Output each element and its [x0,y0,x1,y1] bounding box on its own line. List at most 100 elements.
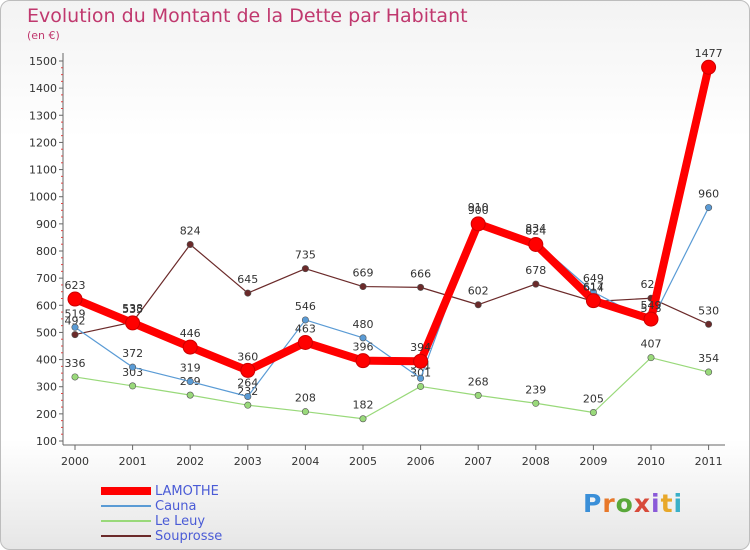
y-tick-label: 1100 [29,164,57,177]
logo-letter: r [602,489,616,518]
data-label-souprosse: 678 [525,264,546,277]
x-tick-label: 2000 [61,455,89,468]
legend-swatch-le-leuy [101,520,151,522]
data-label-cauna: 649 [583,272,604,285]
data-label-cauna: 834 [525,222,546,235]
data-point-le-leuy [474,391,482,399]
legend-item-cauna: Cauna [101,499,261,514]
x-tick-label: 2011 [695,455,723,468]
x-tick-label: 2009 [579,455,607,468]
y-tick-label: 1400 [29,82,57,95]
data-label-cauna: 960 [698,188,719,201]
y-tick-label: 1000 [29,191,57,204]
x-tick-label: 2008 [522,455,550,468]
legend-label-lamothe: LAMOTHE [155,484,219,499]
legend-label-souprosse: Souprosse [155,529,223,544]
data-point-le-leuy [417,382,425,390]
data-point-le-leuy [589,408,597,416]
data-label-souprosse: 530 [698,304,719,317]
data-label-cauna: 546 [295,300,316,313]
data-label-lamothe: 394 [410,341,431,354]
y-tick-label: 1500 [29,55,57,68]
data-label-le-leuy: 336 [65,357,86,370]
data-point-cauna [359,334,367,342]
data-point-cauna [186,378,194,386]
x-tick-label: 2007 [464,455,492,468]
legend-item-souprosse: Souprosse [101,529,261,544]
y-tick-label: 1300 [29,109,57,122]
data-label-le-leuy: 268 [468,375,489,388]
data-point-lamothe [67,291,83,307]
data-label-lamothe: 617 [583,281,604,294]
data-label-souprosse: 602 [468,285,489,298]
data-point-le-leuy [71,373,79,381]
data-label-le-leuy: 182 [353,399,374,412]
data-label-lamothe: 360 [237,350,258,363]
legend-item-le-leuy: Le Leuy [101,514,261,529]
y-tick-label: 800 [36,245,57,258]
legend-swatch-lamothe [101,487,151,495]
data-point-souprosse [186,240,194,248]
data-label-cauna: 264 [237,376,258,389]
series-line-souprosse [74,243,709,336]
data-point-cauna [705,204,713,212]
data-point-lamothe [470,216,486,232]
data-point-lamothe [528,236,544,252]
series-line-cauna [74,207,710,398]
data-point-le-leuy [186,391,194,399]
legend-label-le-leuy: Le Leuy [155,514,206,529]
x-tick-label: 2004 [291,455,319,468]
data-point-cauna [244,392,252,400]
data-label-souprosse: 538 [122,302,143,315]
data-label-le-leuy: 354 [698,352,719,365]
data-label-souprosse: 666 [410,267,431,280]
y-tick-label: 200 [36,408,57,421]
data-label-le-leuy: 407 [641,338,662,351]
y-tick-label: 900 [36,218,57,231]
data-label-le-leuy: 208 [295,392,316,405]
x-tick-label: 2003 [234,455,262,468]
data-point-le-leuy [647,354,655,362]
data-point-lamothe [240,362,256,378]
y-tick-label: 100 [36,435,57,448]
data-label-cauna: 319 [180,362,201,375]
proxiti-logo: Proxiti [583,489,683,518]
data-label-le-leuy: 239 [525,383,546,396]
data-label-lamothe: 1477 [695,47,723,60]
x-tick-label: 2010 [637,455,665,468]
chart-unit-label: (en €) [27,29,60,42]
data-point-lamothe [297,334,313,350]
logo-letter: P [583,489,603,518]
legend-swatch-cauna [101,505,151,507]
data-label-lamothe: 623 [65,279,86,292]
data-point-le-leuy [301,408,309,416]
chart-legend: LAMOTHE Cauna Le Leuy Souprosse [101,484,261,544]
data-point-souprosse [417,283,425,291]
legend-label-cauna: Cauna [155,499,197,514]
data-point-souprosse [532,280,540,288]
data-label-souprosse: 645 [237,273,258,286]
data-point-souprosse [705,320,713,328]
y-tick-label: 300 [36,381,57,394]
series-line-le-leuy [74,357,709,420]
y-tick-label: 600 [36,299,57,312]
data-label-souprosse: 492 [65,315,86,328]
data-label-cauna: 372 [122,347,143,360]
data-point-lamothe [701,59,717,75]
data-point-souprosse [71,331,79,339]
data-point-lamothe [355,353,371,369]
x-tick-label: 2005 [349,455,377,468]
y-tick-label: 400 [36,354,57,367]
data-point-souprosse [359,283,367,291]
logo-letter: i [673,489,684,518]
y-tick-label: 500 [36,326,57,339]
logo-letter: o [615,489,634,518]
data-label-souprosse: 824 [180,224,201,237]
data-point-le-leuy [359,415,367,423]
data-point-souprosse [301,265,309,273]
y-tick-label: 1200 [29,136,57,149]
logo-letter: t [660,489,674,518]
data-label-cauna: 519 [65,307,86,320]
data-label-cauna: 910 [468,201,489,214]
